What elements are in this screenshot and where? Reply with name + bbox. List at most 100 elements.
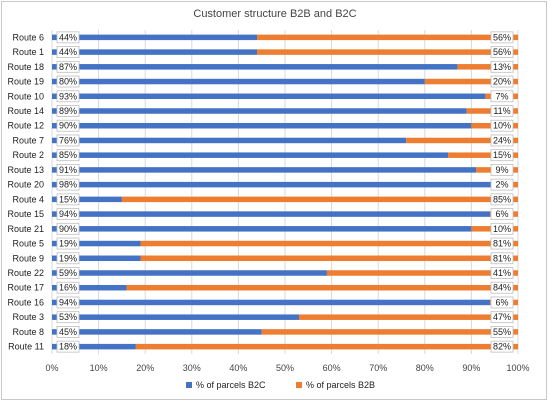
category-label: Route 6 <box>12 32 44 42</box>
bar-b2c <box>52 343 136 350</box>
data-label-b2c: 80% <box>59 77 77 87</box>
data-label-box <box>56 296 80 309</box>
x-tick-label: 80% <box>416 363 434 373</box>
data-label-b2c: 91% <box>59 165 77 175</box>
bar-b2c <box>52 226 472 232</box>
data-label-box <box>56 134 80 147</box>
category-label: Route 8 <box>12 327 44 337</box>
data-label-b2b: 81% <box>493 253 511 263</box>
data-label-box <box>490 252 514 265</box>
data-label-b2b: 11% <box>493 106 510 116</box>
bar-b2c <box>52 299 491 306</box>
data-label-box <box>490 119 514 132</box>
bar-b2c <box>52 122 472 129</box>
data-label-b2c: 90% <box>59 224 77 234</box>
data-label-box <box>490 75 514 88</box>
category-label: Route 4 <box>12 194 44 204</box>
bar-b2b <box>257 49 518 55</box>
data-label-b2c: 19% <box>59 253 77 263</box>
data-label-b2c: 90% <box>59 121 77 131</box>
data-label-box <box>56 237 80 250</box>
category-label: Route 3 <box>12 312 44 322</box>
data-label-b2c: 15% <box>59 194 77 204</box>
data-label-box <box>56 46 80 58</box>
data-label-b2c: 94% <box>59 209 77 219</box>
data-label-b2b: 82% <box>493 342 511 352</box>
category-label: Route 15 <box>7 209 44 219</box>
bar-b2c <box>52 152 449 158</box>
data-label-b2b: 41% <box>493 268 511 278</box>
data-label-box <box>490 267 514 279</box>
data-label-box <box>56 60 80 73</box>
data-label-b2c: 18% <box>59 342 77 352</box>
legend-label: % of parcels B2B <box>306 380 375 390</box>
category-label: Route 9 <box>12 253 44 263</box>
bar-b2b <box>257 34 518 41</box>
bar-b2b <box>326 270 518 276</box>
category-label: Route 22 <box>7 268 44 278</box>
data-label-b2b: 7% <box>495 91 508 101</box>
data-label-b2b: 15% <box>493 150 511 160</box>
data-label-box <box>56 75 80 88</box>
data-label-b2b: 85% <box>493 194 511 204</box>
x-tick-label: 90% <box>462 363 480 373</box>
bar-b2c <box>52 240 141 247</box>
category-label: Route 5 <box>12 239 44 249</box>
bar-b2b <box>261 329 518 335</box>
bar-b2c <box>52 93 486 100</box>
bar-b2c <box>52 78 425 85</box>
category-label: Route 10 <box>7 91 44 101</box>
data-label-b2c: 53% <box>59 312 77 322</box>
data-label-b2b: 6% <box>495 297 508 307</box>
data-label-box <box>56 193 80 206</box>
data-label-box <box>56 340 80 353</box>
category-label: Route 20 <box>7 180 44 190</box>
data-labels: 44% 56% 44% 56% 87% 13% 80% 20% 93% 7% 89% 11% 90% 10… <box>56 31 514 353</box>
data-label-b2b: 56% <box>493 47 511 57</box>
data-label-b2b: 55% <box>493 327 511 337</box>
data-label-box <box>56 164 80 176</box>
data-label-b2b: 9% <box>495 165 508 175</box>
x-tick-label: 60% <box>323 363 341 373</box>
data-label-b2c: 45% <box>59 327 77 337</box>
data-label-box <box>490 134 514 147</box>
category-label: Route 16 <box>7 297 44 307</box>
data-label-b2c: 44% <box>59 32 77 42</box>
data-label-box <box>56 119 80 132</box>
data-label-box <box>56 267 80 279</box>
bar-b2b <box>140 240 519 247</box>
bar-b2b <box>135 343 518 350</box>
category-label: Route 19 <box>7 77 44 87</box>
bar-b2c <box>52 181 509 188</box>
category-label: Route 18 <box>7 62 44 72</box>
x-tick-label: 40% <box>229 363 247 373</box>
data-label-box <box>56 178 80 191</box>
data-label-b2c: 87% <box>59 62 77 72</box>
data-label-b2b: 10% <box>493 224 511 234</box>
data-label-box <box>490 311 514 324</box>
x-tick-label: 10% <box>90 363 108 373</box>
chart-title: Customer structure B2B and B2C <box>193 8 356 20</box>
bars <box>52 34 519 350</box>
data-label-b2c: 98% <box>59 180 77 190</box>
x-tick-label: 50% <box>276 363 294 373</box>
legend-swatch <box>296 382 302 388</box>
bar-b2c <box>52 255 141 262</box>
data-label-b2b: 2% <box>495 180 508 190</box>
data-label-box <box>56 311 80 324</box>
data-label-box <box>56 222 80 235</box>
data-label-box <box>490 46 514 58</box>
data-label-box <box>490 208 514 220</box>
bar-b2b <box>406 137 518 144</box>
legend: % of parcels B2C % of parcels B2B <box>186 380 375 390</box>
data-label-b2c: 93% <box>59 91 77 101</box>
data-label-b2b: 81% <box>493 239 511 249</box>
data-label-box <box>490 149 514 162</box>
x-tick-label: 100% <box>506 363 529 373</box>
bar-b2c <box>52 270 327 276</box>
category-label: Route 17 <box>7 283 44 293</box>
bar-b2c <box>52 329 262 335</box>
category-label: Route 12 <box>7 121 44 131</box>
data-label-box <box>490 326 514 338</box>
